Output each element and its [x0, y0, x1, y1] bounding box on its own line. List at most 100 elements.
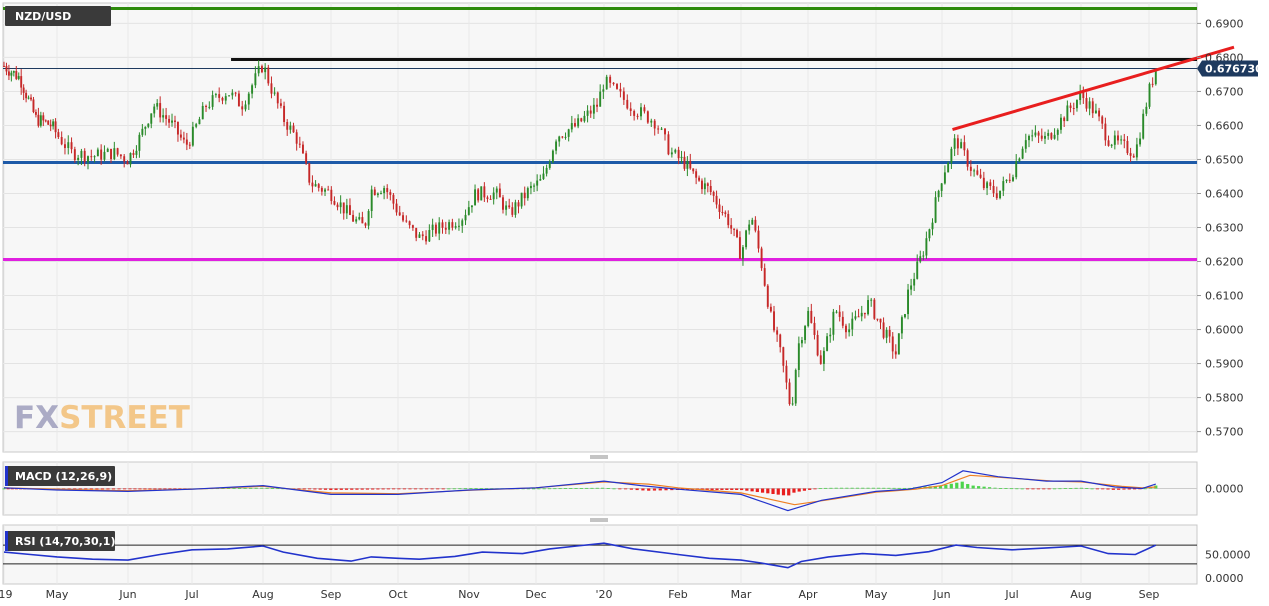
candle-body: [171, 120, 173, 123]
candle-body: [1040, 135, 1043, 139]
rsi-badge-accent: [5, 531, 8, 551]
candle-body: [257, 66, 260, 74]
macd-histogram-bar: [173, 488, 177, 490]
candle-body: [577, 118, 580, 127]
candle-body: [956, 138, 959, 149]
macd-histogram-bar: [1020, 488, 1024, 490]
macd-histogram-bar: [1052, 488, 1057, 490]
candle-body: [706, 183, 709, 186]
candle-body: [539, 179, 542, 181]
candle-body: [766, 285, 769, 307]
macd-histogram-bar: [221, 488, 225, 489]
candle-body: [919, 256, 922, 262]
macd-histogram-bar: [839, 487, 844, 489]
candle-body: [126, 161, 129, 165]
candle-body: [470, 205, 473, 208]
candle-body: [788, 382, 791, 405]
candle-body: [27, 97, 30, 99]
macd-histogram-bar: [344, 488, 349, 490]
horizontal-levels: [3, 6, 1197, 261]
candle-body: [96, 149, 99, 157]
macd-badge-text: MACD (12,26,9): [15, 470, 112, 483]
candle-body: [389, 192, 392, 195]
candle-body: [1072, 107, 1075, 109]
macd-histogram-bar: [569, 488, 573, 489]
candle-body: [686, 160, 689, 169]
candle-body: [286, 121, 289, 130]
time-tick-label: Sep: [1139, 588, 1160, 601]
candle-body: [769, 306, 772, 312]
candle-body: [1148, 83, 1151, 107]
candle-body: [292, 125, 295, 133]
candle-body: [103, 151, 106, 160]
macd-histogram-bar: [771, 488, 775, 494]
candle-body: [498, 188, 501, 198]
macd-histogram-bar: [938, 485, 943, 489]
candle-body: [348, 205, 351, 215]
macd-histogram-bar: [408, 488, 412, 490]
candle-body: [1145, 106, 1148, 114]
macd-histogram-bar: [474, 488, 478, 490]
candle-body: [44, 120, 47, 122]
macd-histogram-bar: [802, 488, 807, 491]
macd-histogram-bar: [585, 487, 589, 489]
macd-zero-label: 0.0000: [1205, 483, 1244, 496]
candle-body: [1129, 153, 1132, 156]
rsi-pane: [3, 542, 1197, 569]
candle-body: [425, 236, 428, 242]
time-tick-label: Jul: [184, 588, 198, 601]
candle-body: [411, 225, 414, 228]
candle-body: [402, 215, 404, 221]
candle-body: [308, 163, 311, 183]
candle-body: [1069, 105, 1072, 108]
candle-body: [876, 318, 879, 320]
candle-body: [548, 162, 551, 168]
macd-histogram-bar: [350, 488, 354, 490]
candle-body: [80, 150, 83, 158]
macd-histogram-bar: [1106, 488, 1110, 490]
macd-histogram-bar: [117, 488, 121, 490]
macd-line: [3, 470, 1156, 512]
candle-body: [674, 149, 677, 153]
candle-body: [367, 211, 370, 226]
candle-body: [93, 156, 96, 158]
candle-body: [596, 104, 598, 107]
candle-body: [228, 95, 231, 97]
grid: [2, 2, 1198, 585]
candle-body: [724, 212, 727, 214]
candle-body: [526, 188, 529, 199]
candle-body: [153, 106, 156, 114]
candle-body: [629, 108, 632, 112]
rsi-badge-bg: [5, 531, 115, 551]
candle-body: [129, 153, 132, 165]
macd-histogram-bar: [143, 488, 147, 490]
macd-histogram-bar: [1090, 488, 1094, 490]
symbol-badge-bg: [5, 6, 111, 26]
candle-body: [39, 115, 42, 126]
candle-body: [461, 220, 464, 226]
macd-histogram-bar: [977, 486, 981, 489]
candle-body: [451, 222, 454, 228]
candle-body: [119, 154, 122, 157]
candle-body: [454, 226, 457, 228]
candle-body: [1113, 135, 1116, 145]
candle-body: [612, 82, 615, 85]
candle-body: [327, 189, 330, 191]
macd-histogram-bar: [542, 488, 546, 490]
candle-body: [712, 192, 715, 196]
candle-body: [1132, 155, 1135, 158]
candle-body: [486, 197, 489, 199]
candle-body: [838, 311, 841, 317]
macd-histogram-bar: [1047, 488, 1051, 490]
candle-body: [907, 289, 909, 315]
price-tick-label: 0.5700: [1205, 426, 1244, 439]
candle-body: [879, 318, 882, 323]
candle-body: [701, 180, 703, 190]
candle-body: [709, 185, 712, 193]
candle-body: [195, 124, 198, 127]
macd-histogram-bar: [100, 488, 105, 490]
price-tick-label: 0.6700: [1205, 85, 1244, 98]
candle-body: [695, 171, 698, 178]
current-price-tag: 0.676730: [1197, 60, 1263, 77]
candle-body: [592, 104, 595, 114]
